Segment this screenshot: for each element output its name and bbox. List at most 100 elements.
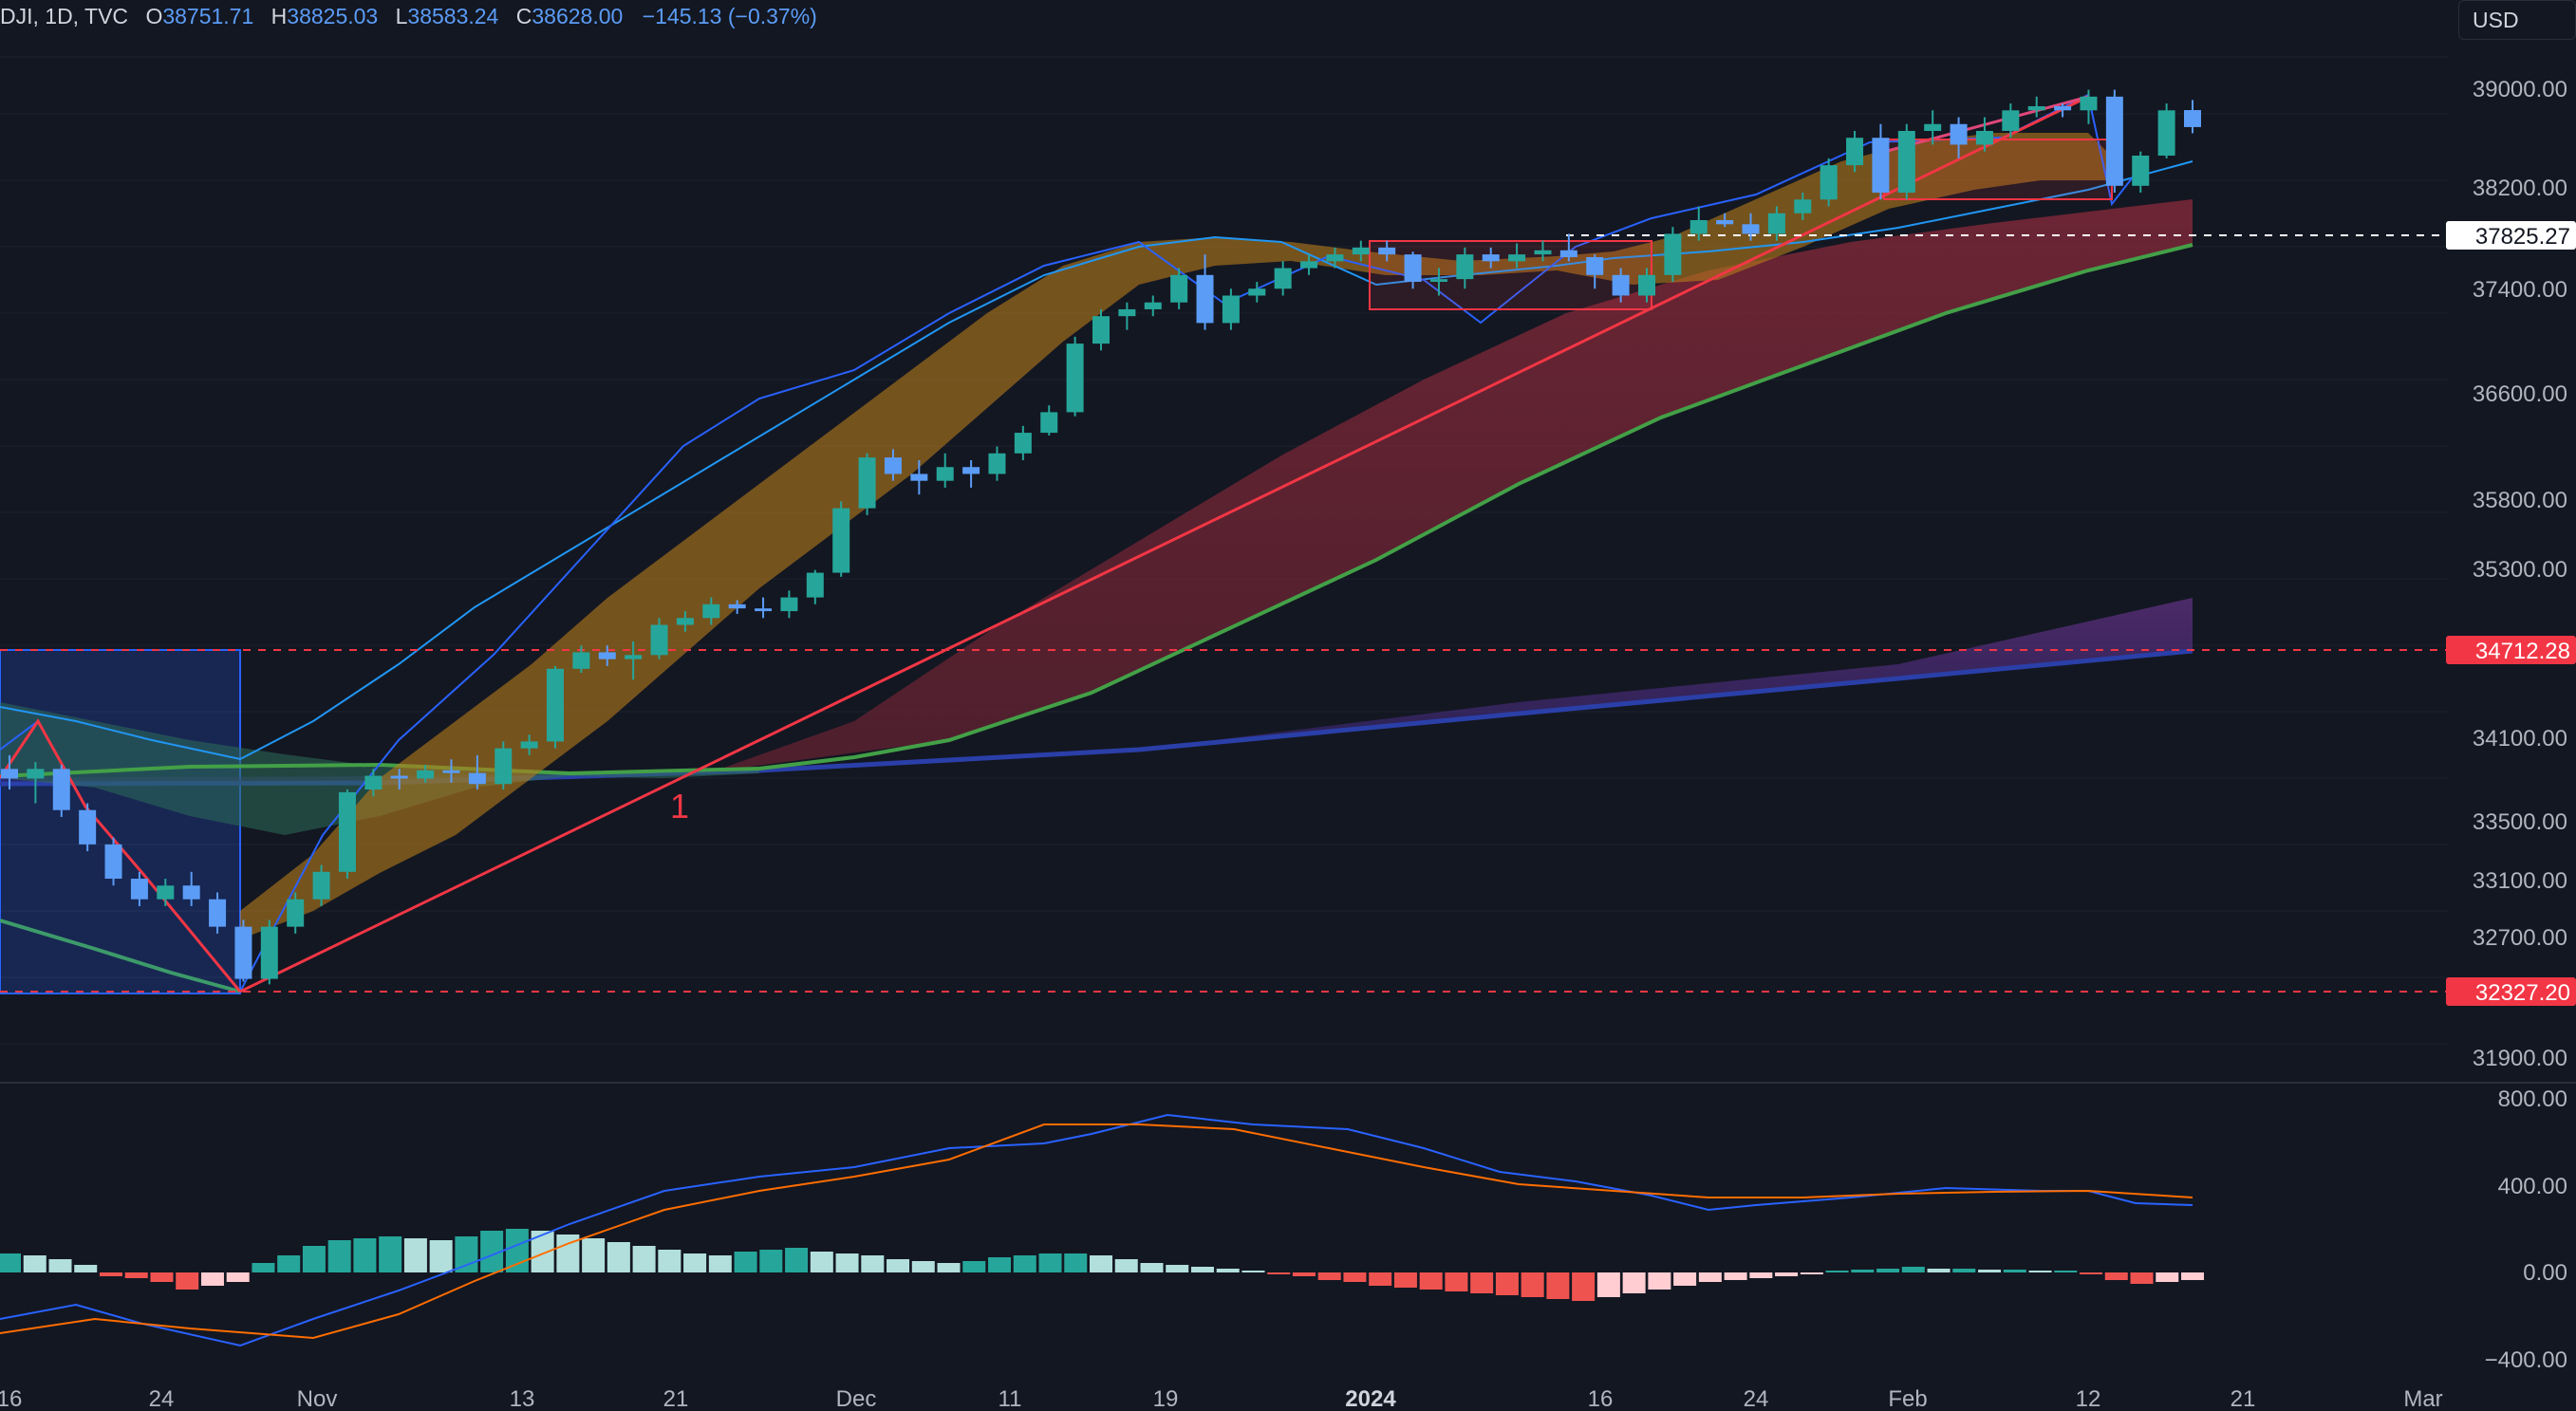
candle[interactable] [547,665,564,749]
zigzag-line-red[interactable] [0,718,242,993]
candle[interactable] [468,754,486,790]
candle[interactable] [1352,240,1370,262]
candle[interactable] [1924,110,1942,145]
candle[interactable] [1222,288,1240,330]
candle[interactable] [390,769,408,790]
candle[interactable] [1326,247,1344,269]
candle[interactable] [1975,117,1993,152]
candle[interactable] [79,803,97,852]
time-axis[interactable]: 16 24 Nov 13 21 Dec 11 19 2024 16 24 Feb 12 21 Mar [0,1386,2443,1411]
symbol-title[interactable]: DJI, 1D, TVC [0,4,129,28]
price-tag: 32327.20 [2446,977,2576,1006]
candle[interactable] [1586,254,1604,289]
candle[interactable] [1300,254,1318,275]
candle[interactable] [884,449,902,481]
candle[interactable] [130,871,148,906]
candle[interactable] [1638,268,1655,303]
candle[interactable] [260,919,278,985]
candle[interactable] [1,754,18,790]
trendline-red[interactable] [239,95,2089,993]
candle[interactable] [650,618,668,659]
candle[interactable] [1274,261,1292,296]
candle[interactable] [1664,227,1682,283]
candle[interactable] [572,645,590,674]
candle[interactable] [1118,302,1136,330]
candle[interactable] [2157,103,2175,158]
candle[interactable] [2027,96,2045,118]
candle[interactable] [1897,123,1915,200]
candle[interactable] [338,789,356,880]
candle[interactable] [1144,295,1162,317]
candle[interactable] [806,569,824,604]
candle[interactable] [1378,240,1396,262]
candle[interactable] [988,446,1006,481]
candle[interactable] [234,919,252,982]
candle[interactable] [182,871,200,906]
candle[interactable] [209,892,227,934]
symbol-legend[interactable]: DJI, 1D, TVC O38751.71 H38825.03 L38583.… [0,4,817,29]
macd-axis[interactable]: 800.00 400.00 0.00 −400.00 [2485,1086,2567,1373]
candle[interactable] [417,765,435,783]
candle[interactable] [442,759,460,783]
candle[interactable] [157,879,175,906]
candle[interactable] [1066,336,1084,417]
candle[interactable] [2105,89,2123,194]
candle[interactable] [2080,89,2098,124]
candle[interactable] [364,769,383,797]
candle[interactable] [1559,233,1577,262]
drawing-rectangle-red[interactable] [1883,139,2113,200]
candle[interactable] [2184,100,2201,134]
candle[interactable] [832,501,850,577]
candle[interactable] [1742,213,1760,241]
candle[interactable] [1429,268,1447,296]
candle[interactable] [520,734,538,755]
currency-button[interactable]: USD [2458,0,2576,40]
candle[interactable] [1092,308,1110,351]
macd-histogram-bar [683,1253,707,1272]
candle[interactable] [676,611,694,632]
candle[interactable] [104,837,122,886]
candle[interactable] [27,762,45,804]
candle[interactable] [2054,103,2072,118]
candle[interactable] [755,597,773,619]
candle[interactable] [1456,247,1474,289]
candle[interactable] [728,600,746,614]
candle[interactable] [1534,240,1552,262]
candle[interactable] [2002,103,2020,139]
candle[interactable] [858,453,876,515]
price-axis[interactable]: 39000.00 38200.00 37400.00 36600.00 35800.00… [2473,77,2567,1071]
candle[interactable] [1950,117,1968,158]
candle[interactable] [287,892,305,934]
candle[interactable] [1404,251,1422,289]
candle[interactable] [1170,268,1188,309]
candle[interactable] [52,765,70,817]
candle[interactable] [1040,405,1058,436]
candle[interactable] [702,597,720,625]
candle[interactable] [1846,130,1864,173]
candle[interactable] [962,460,980,488]
candle[interactable] [1482,247,1500,269]
candle[interactable] [1820,158,1838,207]
candle[interactable] [1196,254,1214,330]
candle[interactable] [780,590,798,619]
candle[interactable] [1014,425,1032,461]
candle[interactable] [1612,268,1630,303]
trendline-pink[interactable] [1883,95,2089,154]
candle[interactable] [936,453,954,488]
candle[interactable] [625,641,643,680]
candle[interactable] [910,460,928,495]
drawing-rectangle[interactable] [0,649,241,994]
candle[interactable] [1248,282,1266,303]
candle[interactable] [1716,213,1734,228]
candle[interactable] [598,645,616,666]
candle[interactable] [1872,123,1890,200]
candle[interactable] [2132,151,2150,194]
candle[interactable] [1508,243,1526,269]
candle[interactable] [1689,206,1708,241]
candle[interactable] [495,741,513,790]
candle[interactable] [1767,206,1785,241]
macd-histogram-bar [74,1265,98,1272]
candle[interactable] [1794,193,1812,220]
candle[interactable] [312,864,330,906]
